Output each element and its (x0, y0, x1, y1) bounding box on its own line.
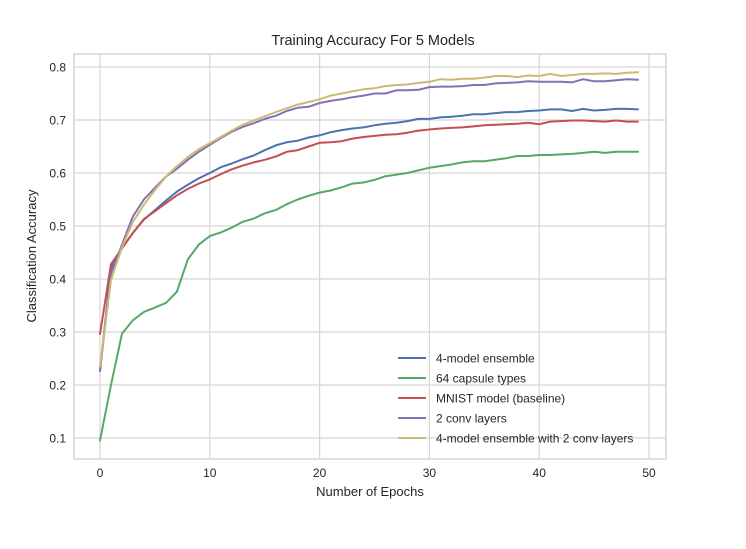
y-axis-label: Classification Accuracy (24, 189, 39, 322)
y-tick-label: 0.8 (49, 61, 66, 75)
y-tick-label: 0.4 (49, 273, 66, 287)
series-line (99, 71, 639, 368)
legend: 4-model ensemble 64 capsule types MNIST mo… (398, 352, 633, 446)
legend-item: 2 conv layers (398, 412, 507, 426)
plot-area (73, 53, 667, 460)
data-series (99, 71, 639, 442)
grid-lines (74, 54, 666, 459)
legend-label: 2 conv layers (436, 412, 507, 426)
chart-title: Training Accuracy For 5 Models (271, 33, 474, 49)
series-line (99, 107, 639, 372)
x-tick-label: 40 (533, 466, 547, 480)
legend-item: 4-model ensemble (398, 352, 535, 366)
legend-item: 4-model ensemble with 2 conv layers (398, 432, 633, 446)
legend-label: 4-model ensemble with 2 conv layers (436, 432, 633, 446)
y-axis-ticks: 0.1 0.2 0.3 0.4 0.5 0.6 0.7 0.8 (49, 61, 66, 446)
x-tick-label: 50 (642, 466, 656, 480)
series-line (99, 150, 639, 442)
series-line (99, 78, 639, 373)
x-axis-label: Number of Epochs (316, 484, 424, 499)
legend-item: 64 capsule types (398, 372, 526, 386)
y-tick-label: 0.2 (49, 379, 66, 393)
x-tick-label: 30 (423, 466, 437, 480)
x-tick-label: 10 (203, 466, 217, 480)
y-tick-label: 0.1 (49, 432, 66, 446)
axes-frame (73, 53, 667, 460)
legend-label: 64 capsule types (436, 372, 526, 386)
y-tick-label: 0.7 (49, 114, 66, 128)
legend-label: MNIST model (baseline) (436, 392, 565, 406)
y-tick-label: 0.6 (49, 167, 66, 181)
x-tick-label: 0 (97, 466, 104, 480)
x-axis-ticks: 0 10 20 30 40 50 (97, 466, 656, 480)
y-tick-label: 0.3 (49, 326, 66, 340)
y-tick-label: 0.5 (49, 220, 66, 234)
legend-item: MNIST model (baseline) (398, 392, 565, 406)
series-line (99, 119, 639, 336)
legend-label: 4-model ensemble (436, 352, 535, 366)
x-tick-label: 20 (313, 466, 327, 480)
